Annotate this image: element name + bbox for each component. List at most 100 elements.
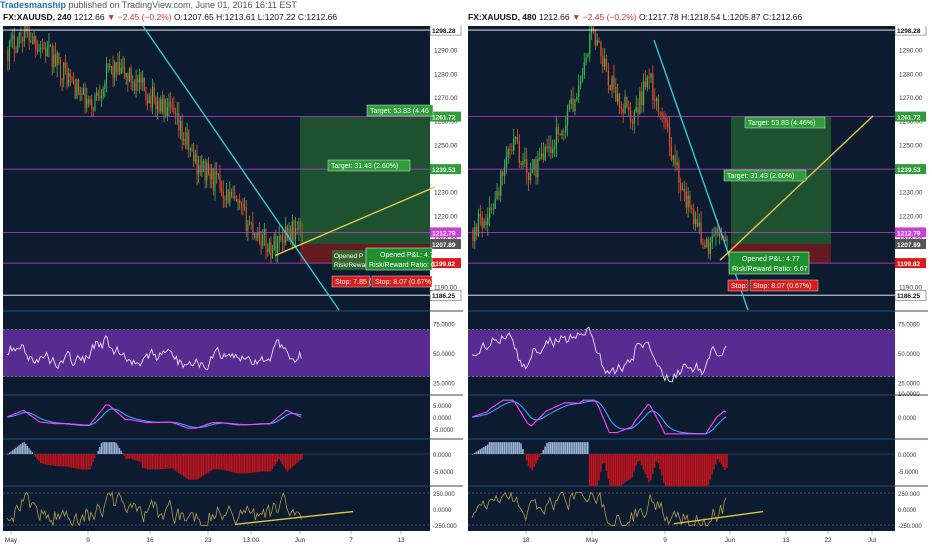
candle-body <box>535 159 537 178</box>
hist-bar <box>544 446 546 454</box>
candle-body <box>25 26 27 32</box>
candle-body <box>227 189 229 203</box>
candle-body <box>278 236 280 243</box>
open-value: O:1217.78 <box>639 12 679 22</box>
candle-body <box>33 36 35 45</box>
price-tick-label: 1260.00 <box>434 119 458 126</box>
candle-body <box>239 200 241 204</box>
target-label-1-box <box>744 116 826 129</box>
candle-body <box>618 93 621 108</box>
hist-bar <box>490 442 493 454</box>
price-tick-label: 1270.00 <box>434 95 458 102</box>
candle-body <box>179 121 182 131</box>
hist-bar <box>229 454 231 472</box>
hist-bar <box>553 442 556 454</box>
hist-bar <box>481 448 483 454</box>
hist-bar <box>99 447 101 454</box>
candle-body <box>589 32 591 55</box>
hist-bar <box>522 449 524 454</box>
target-label-1: Target: 53.83 (4.46%) <box>748 120 815 127</box>
symbol[interactable]: FX:XAUUSD, 240 <box>3 12 72 22</box>
candle-body <box>56 52 58 66</box>
candle-body <box>295 228 297 240</box>
candle-body <box>531 169 533 173</box>
chart-panel-480[interactable]: 1290.001280.001270.001260.001250.001240.… <box>468 26 928 548</box>
hist-bar <box>90 454 93 466</box>
hist-bar <box>273 454 275 467</box>
hist-bar <box>294 454 297 465</box>
candle-body <box>509 148 511 150</box>
candle-body <box>107 63 109 65</box>
candle-body <box>206 162 208 181</box>
hist-bar <box>186 454 188 479</box>
candle-body <box>45 48 47 57</box>
candle-body <box>163 98 165 114</box>
hist-bar <box>39 454 42 464</box>
hist-bar <box>205 454 208 474</box>
change: ▼ −2.45 (−0.2%) <box>106 12 172 22</box>
candle-body <box>633 111 635 124</box>
candle-body <box>153 87 155 98</box>
hist-bar <box>77 454 80 469</box>
candle-body <box>147 100 149 104</box>
candle-body <box>255 233 257 239</box>
candle-body <box>69 72 71 78</box>
candle-body <box>240 203 242 205</box>
hist-bar <box>472 454 474 455</box>
candle-body <box>711 235 713 243</box>
hist-bar <box>232 454 234 473</box>
hist-bar <box>57 454 60 467</box>
hist-bar <box>227 454 229 472</box>
candle-body <box>252 223 254 235</box>
level-tag-label: 1298.28 <box>897 28 921 35</box>
candle-body <box>156 101 158 110</box>
candle-body <box>102 88 104 96</box>
candle-body <box>38 49 40 52</box>
hist-bar <box>661 454 663 476</box>
candle-body <box>665 118 667 123</box>
candle-body <box>576 96 578 100</box>
hist-bar <box>53 454 55 466</box>
candle-body <box>137 79 139 83</box>
hist-bar <box>618 454 621 487</box>
level-tag-label: 1239.53 <box>897 167 921 174</box>
candle-body <box>226 189 228 200</box>
candle-body <box>507 148 509 158</box>
candle-body <box>719 234 721 237</box>
candle-body <box>598 40 600 43</box>
time-tick-label: Jun <box>295 537 306 544</box>
candle-body <box>143 77 145 92</box>
hist-bar <box>566 442 569 454</box>
hist-bar <box>131 454 134 460</box>
author-name[interactable]: Tradesmanship <box>0 0 67 10</box>
hist-bar <box>685 454 687 487</box>
candle-body <box>78 79 80 95</box>
candle-body <box>58 52 60 61</box>
candle-body <box>73 80 75 85</box>
symbol[interactable]: FX:XAUUSD, 480 <box>468 12 537 22</box>
risk-reward-ratio: Risk/Reward Ratio: 6. <box>369 262 437 269</box>
level-tag-label: 1261.72 <box>432 115 456 122</box>
candle-body <box>678 161 680 184</box>
candle-body <box>487 218 489 225</box>
candle-body <box>281 235 283 240</box>
change: ▼ −2.45 (−0.2%) <box>571 12 637 22</box>
candle-body <box>22 37 24 42</box>
level-tag <box>895 227 926 238</box>
candle-body <box>655 98 658 101</box>
candle-body <box>498 191 500 196</box>
hist-bar <box>514 442 517 454</box>
hist-bar <box>629 454 632 479</box>
candle-body <box>513 138 515 151</box>
hist-bar <box>242 454 244 474</box>
level-tag <box>894 26 927 36</box>
hist-bar <box>97 450 99 454</box>
hist-bar <box>679 454 682 487</box>
hist-bar <box>594 454 596 487</box>
hist-bar <box>187 454 190 480</box>
candle-body <box>250 222 252 224</box>
hist-bar <box>140 454 142 463</box>
hist-bar <box>293 454 295 466</box>
candle-body <box>631 122 634 124</box>
chart-panel-240[interactable]: 1290.001280.001270.001260.001250.001240.… <box>3 26 463 548</box>
